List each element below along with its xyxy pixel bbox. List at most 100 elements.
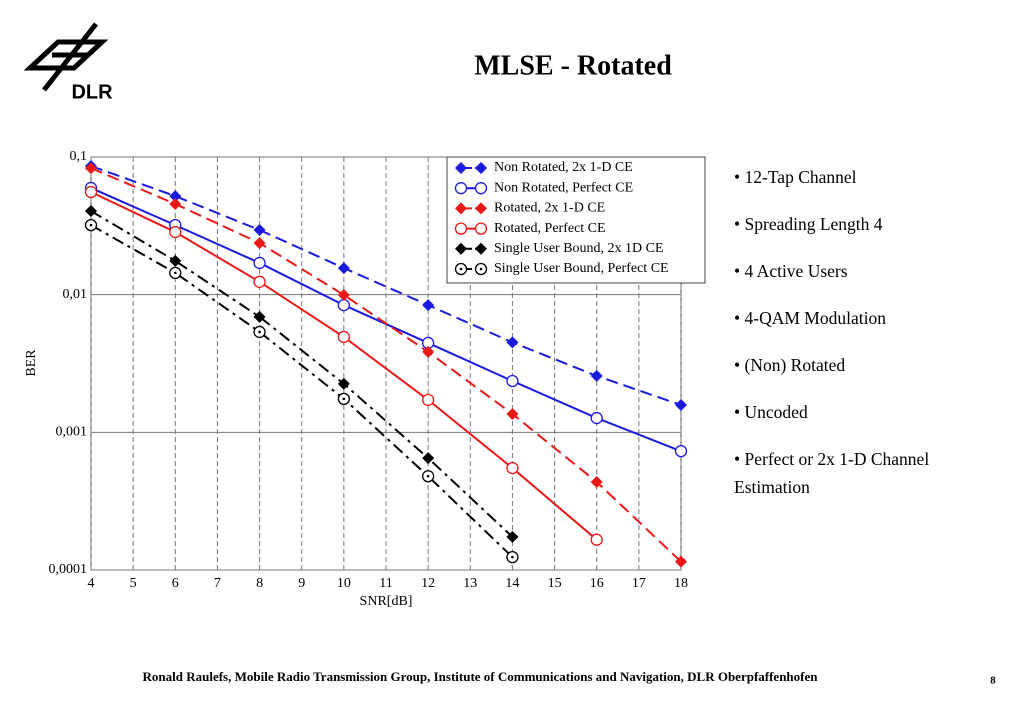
data-point [590, 411, 603, 425]
legend-marker [455, 242, 467, 255]
legend-box [446, 156, 706, 284]
data-point-dot [258, 330, 261, 334]
data-point [422, 345, 435, 358]
bullet: 12-Tap Channel [734, 163, 994, 191]
legend-marker-dot [479, 267, 483, 271]
x-tick-label: 11 [379, 576, 392, 591]
series-line [90, 167, 682, 563]
data-point [253, 325, 266, 339]
data-point [337, 377, 350, 390]
data-point [253, 275, 266, 288]
x-tick-label: 15 [548, 576, 562, 591]
data-point [337, 298, 351, 312]
data-point [85, 205, 97, 218]
data-point [337, 392, 351, 406]
series-line [90, 224, 514, 558]
x-tick-label: 5 [130, 576, 137, 591]
data-point-ring [674, 444, 688, 458]
data-point [253, 310, 266, 323]
bullet: 4-QAM Modulation [734, 304, 994, 332]
bullet-list: 12-Tap Channel Spreading Length 4 4 Active… [734, 163, 994, 520]
legend-marker [455, 202, 467, 215]
legend-marker-ring [454, 222, 468, 235]
x-tick-label: 12 [421, 576, 435, 591]
data-point-ring [506, 374, 519, 388]
bullet: (Non) Rotated [734, 351, 994, 379]
data-point [253, 237, 266, 250]
legend-marker-ring [474, 182, 488, 195]
data-point [169, 190, 182, 203]
data-point [84, 218, 98, 232]
legend-marker [455, 162, 467, 174]
data-point [84, 185, 98, 199]
data-point [674, 444, 688, 458]
series-line [90, 210, 514, 538]
legend-label: Single User Bound, Perfect CE [494, 261, 669, 276]
x-tick-label: 6 [172, 576, 179, 591]
data-point [506, 374, 519, 388]
data-point [506, 530, 519, 543]
legend-marker [475, 242, 487, 255]
legend-label: Rotated, Perfect CE [494, 221, 606, 236]
legend-marker-ring [474, 222, 488, 235]
y-tick-label: 0,01 [63, 287, 88, 302]
x-tick-label: 4 [88, 576, 95, 591]
data-point-dot [342, 397, 346, 401]
x-tick-label: 14 [505, 576, 519, 591]
data-point [422, 299, 435, 312]
x-tick-label: 9 [298, 576, 305, 591]
data-point-ring [169, 225, 182, 239]
y-tick-label: 0,1 [70, 149, 88, 164]
x-tick-label: 8 [256, 576, 263, 591]
page-number: 8 [990, 675, 996, 687]
footer: Ronald Raulefs, Mobile Radio Transmissio… [143, 669, 819, 684]
data-point-ring [253, 275, 266, 288]
y-axis-label: BER [24, 349, 39, 377]
slide-title: MLSE - Rotated [474, 50, 672, 81]
data-point-ring [84, 185, 98, 199]
legend-label: Rotated, 2x 1-D CE [494, 201, 605, 216]
data-point [506, 461, 519, 475]
legend-marker [475, 202, 487, 215]
logo-text: DLR [71, 81, 113, 103]
data-point [337, 288, 350, 301]
y-tick-label: 0,001 [56, 425, 88, 440]
bullet: Spreading Length 4 [734, 210, 994, 238]
data-point [253, 256, 266, 270]
data-point [85, 162, 97, 175]
data-point [337, 330, 351, 344]
data-point-dot [89, 223, 93, 227]
data-point [506, 336, 519, 349]
data-point [421, 393, 435, 407]
data-point-ring [590, 533, 603, 546]
data-point-ring [337, 330, 351, 344]
data-point [169, 197, 182, 210]
legend-label: Non Rotated, 2x 1-D CE [494, 160, 633, 175]
data-point [590, 475, 603, 488]
data-point [590, 533, 603, 546]
legend-marker-ring [454, 182, 468, 195]
data-point [675, 555, 687, 568]
legend-label: Single User Bound, 2x 1D CE [494, 241, 664, 256]
legend-marker [474, 262, 488, 276]
legend-marker-dot [459, 267, 463, 271]
legend-marker [454, 222, 468, 235]
legend-marker [474, 182, 488, 195]
data-point [422, 452, 435, 465]
x-tick-label: 18 [674, 576, 688, 591]
x-tick-label: 13 [463, 576, 477, 591]
legend-marker [454, 182, 468, 195]
data-point [169, 254, 182, 267]
legend-marker [474, 222, 488, 235]
x-tick-label: 16 [590, 576, 604, 591]
data-point-ring [590, 411, 603, 425]
y-tick-label: 0,0001 [49, 562, 88, 577]
data-point-dot [426, 474, 430, 478]
data-point [506, 407, 519, 420]
data-point-ring [506, 461, 519, 475]
data-point [506, 550, 519, 564]
data-point-ring [337, 298, 351, 312]
legend-label: Non Rotated, Perfect CE [494, 180, 633, 195]
